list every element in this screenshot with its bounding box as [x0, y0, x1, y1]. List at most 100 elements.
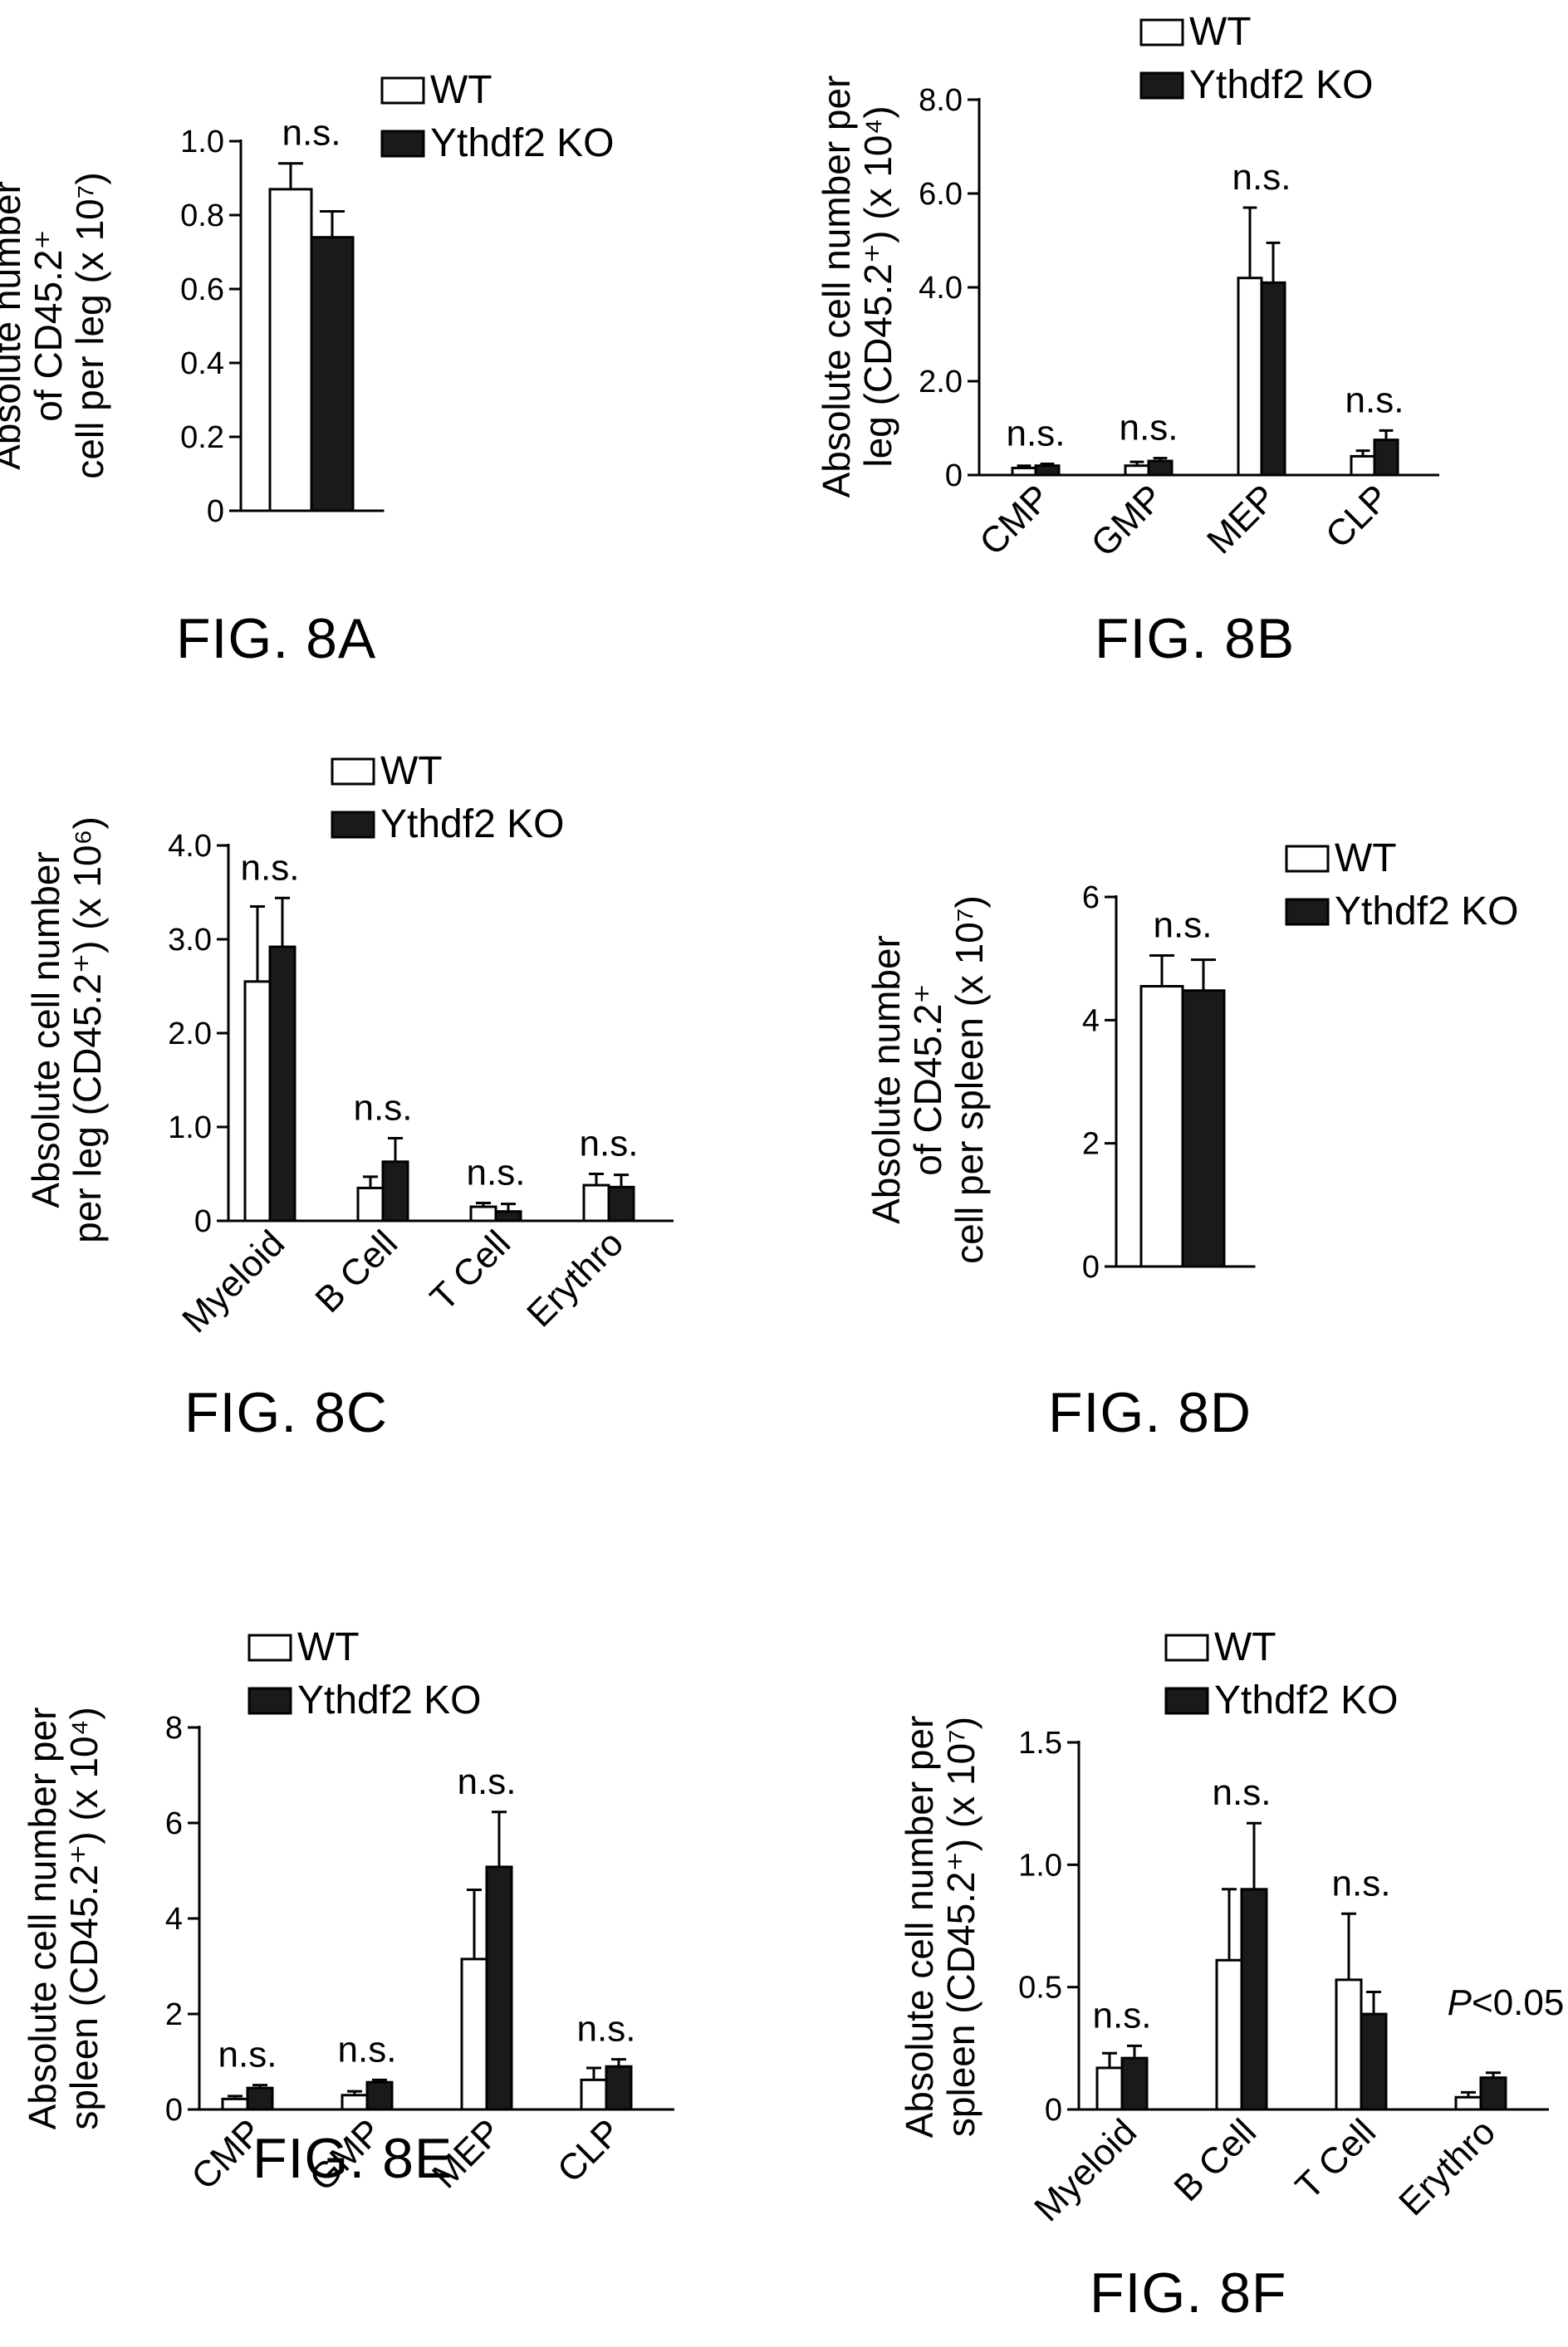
fig-label-8c: FIG. 8C: [184, 1380, 388, 1445]
legend: WT Ythdf2 KO: [382, 68, 614, 165]
bar-ko: [1242, 1889, 1267, 2109]
bar-ko: [609, 1187, 634, 1221]
y-tick-label: 0: [945, 458, 963, 493]
y-tick-label: 0: [194, 1204, 212, 1239]
y-tick-label: 6.0: [919, 177, 963, 212]
legend-label-ko: Ythdf2 KO: [380, 802, 564, 846]
legend-swatch-ko: [1286, 899, 1328, 924]
y-tick-label: 8.0: [919, 83, 963, 118]
y-tick-label: 0.8: [180, 198, 224, 233]
fig-label-8b: FIG. 8B: [1095, 606, 1295, 671]
bar-wt: [584, 1185, 609, 1221]
bar-ko: [1262, 282, 1285, 475]
legend: WT Ythdf2 KO: [1166, 1625, 1398, 1722]
legend-swatch-wt: [249, 1635, 291, 1660]
bar-wt: [581, 2080, 606, 2109]
significance-label: n.s.: [218, 2035, 277, 2075]
y-tick-label: 1.0: [168, 1110, 212, 1145]
bar-wt: [462, 1959, 487, 2109]
bar-wt: [1125, 466, 1149, 475]
bar-ko: [1122, 2058, 1147, 2109]
significance-label: n.s.: [1007, 413, 1066, 453]
y-tick-label: 0: [1082, 1250, 1100, 1285]
legend-swatch-ko: [249, 1688, 291, 1713]
bar-wt: [358, 1188, 383, 1221]
y-tick-label: 1.5: [1018, 1726, 1062, 1761]
significance-label: n.s.: [1093, 1995, 1152, 2036]
bar-ko: [270, 947, 295, 1221]
chart-8b: 0 2.0 4.0 6.0 8.0 Absolute cell number perleg…: [784, 0, 1568, 681]
legend-swatch-wt: [332, 759, 374, 784]
y-tick-label: 4.0: [919, 271, 963, 306]
category-label: GMP: [1084, 477, 1172, 565]
category-label: CLP: [1318, 477, 1397, 556]
fig-label-8a: FIG. 8A: [176, 606, 376, 671]
legend-label-wt: WT: [1214, 1625, 1276, 1669]
p-rest: <0.05: [1472, 1982, 1564, 2023]
y-tick-label: 8: [165, 1711, 183, 1746]
y-axis-title-line: per leg (CD45.2⁺) (x 10⁶): [66, 816, 109, 1243]
y-tick-label: 3.0: [168, 923, 212, 958]
significance-label: P<0.05: [1448, 1982, 1565, 2023]
y-axis-title-line: Absolute number: [865, 935, 908, 1224]
chart-8f: 0 0.5 1.0 1.5 Absolute cell number perspleen…: [784, 1603, 1568, 2317]
bar-ko: [1149, 461, 1172, 475]
bar-ko: [487, 1867, 512, 2109]
bar-ko: [1036, 466, 1059, 475]
legend-swatch-ko: [332, 812, 374, 837]
significance-label: n.s.: [1345, 380, 1404, 420]
legend-label-wt: WT: [1335, 836, 1397, 880]
y-tick-label: 4: [165, 1902, 183, 1937]
significance-label: n.s.: [354, 1088, 413, 1129]
significance-label: n.s.: [467, 1153, 526, 1193]
bar-wt: [1238, 278, 1262, 475]
category-label: Myeloid: [174, 1222, 292, 1340]
y-tick-label: 2: [1082, 1127, 1100, 1162]
legend-swatch-wt: [1286, 846, 1328, 871]
bar-wt: [1336, 1980, 1361, 2109]
legend-label-wt: WT: [297, 1625, 360, 1669]
bar-wt: [471, 1207, 496, 1221]
category-label: MEP: [1199, 477, 1284, 561]
significance-label: n.s.: [1154, 904, 1213, 945]
bar-ko: [311, 238, 353, 511]
bar-wt: [1097, 2068, 1122, 2109]
significance-label: n.s.: [1213, 1772, 1272, 1813]
legend-label-ko: Ythdf2 KO: [297, 1678, 481, 1722]
significance-label: n.s.: [1120, 408, 1178, 448]
y-tick-label: 0: [207, 494, 224, 529]
significance-label: n.s.: [1232, 157, 1291, 198]
legend-label-wt: WT: [1189, 10, 1252, 54]
category-label: B Cell: [1166, 2111, 1264, 2209]
fig-label-8f: FIG. 8F: [1090, 2261, 1286, 2325]
y-axis-title-line: Absolute number: [0, 181, 28, 470]
panel-8e: 0 2 4 6 8 Absolute cell number per spleen (CD4…: [0, 1603, 784, 2317]
bar-wt: [342, 2095, 367, 2109]
legend: WT Ythdf2 KO: [332, 749, 564, 846]
panel-8a: 0 0.2 0.4 0.6 0.8 1.0 Absolute number of CD45.2…: [0, 0, 784, 681]
category-label: Erythro: [519, 1222, 631, 1335]
y-tick-label: 0.2: [180, 420, 224, 455]
bar-ko: [1183, 991, 1224, 1267]
legend-swatch-ko: [1141, 73, 1183, 98]
y-tick-label: 1.0: [180, 125, 224, 159]
significance-label: n.s.: [282, 113, 341, 154]
fig-label-8e: FIG. 8E: [252, 2126, 453, 2191]
panel-8b: 0 2.0 4.0 6.0 8.0 Absolute cell number per leg…: [784, 0, 1568, 681]
y-tick-label: 4: [1082, 1003, 1100, 1038]
legend-label-wt: WT: [380, 749, 443, 793]
y-axis-title-line: cell per leg (x 10⁷): [68, 172, 111, 478]
bar-wt: [1141, 987, 1183, 1267]
category-label: T Cell: [1288, 2111, 1384, 2207]
y-axis-title-line: Absolute cell number per: [898, 1716, 941, 2139]
y-tick-label: 0: [1045, 2093, 1062, 2128]
panel-8d: 0 2 4 6 Absolute number of CD45.2⁺ cell per sp…: [784, 739, 1568, 1487]
